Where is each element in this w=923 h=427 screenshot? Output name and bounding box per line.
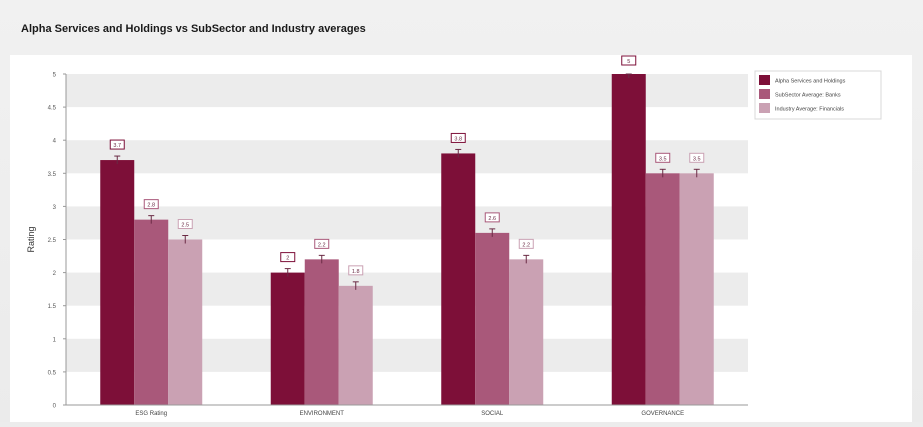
y-tick-label: 5 <box>53 73 57 79</box>
chart-title: Alpha Services and Holdings vs SubSector… <box>21 23 366 35</box>
data-label-box <box>143 199 159 210</box>
legend-entry: Industry Average: Financials <box>775 107 844 113</box>
bar-chart: 00.511.522.533.544.55 3.72.82.522.21.83.… <box>26 55 882 417</box>
bar <box>611 74 646 405</box>
y-axis: 0 0.5 1 1.5 2 2.5 3 3.5 4 4.5 5 <box>48 73 67 410</box>
y-tick-label: 3.5 <box>48 172 57 178</box>
bar <box>509 259 544 405</box>
x-tick-label: ENVIRONMENT <box>300 411 345 417</box>
y-tick-label: 0.5 <box>48 370 57 376</box>
data-label: 2.8 <box>147 203 155 209</box>
y-tick-label: 4 <box>53 139 57 145</box>
legend: Alpha Services and Holdings SubSector Ave… <box>754 70 882 120</box>
x-axis: ESG Rating ENVIRONMENT SOCIAL GOVERNANCE <box>66 404 748 417</box>
bar <box>645 173 680 405</box>
bar <box>338 285 373 405</box>
data-label: 3.8 <box>454 136 462 142</box>
bar <box>475 232 510 405</box>
y-tick-label: 0 <box>53 404 57 410</box>
y-tick-label: 4.5 <box>48 106 57 112</box>
data-label-box <box>689 152 705 163</box>
data-label: 3.5 <box>659 156 667 162</box>
data-label: 3.7 <box>113 143 121 149</box>
data-label: 2.2 <box>522 242 530 248</box>
y-tick-label: 2 <box>53 271 57 277</box>
bars: 3.7 2.8 2.5 2 2.2 1.8 3.8 2.6 2.2 5 3.5 3.5 <box>100 55 714 405</box>
y-tick-label: 1.5 <box>48 304 57 310</box>
data-label-box <box>621 55 637 66</box>
data-label: 2.5 <box>181 223 189 229</box>
data-label-box <box>450 132 466 143</box>
bar <box>100 160 135 405</box>
x-tick-label: SOCIAL <box>481 411 504 417</box>
x-tick-label: ESG Rating <box>135 411 167 417</box>
data-label: 3.5 <box>693 156 701 162</box>
x-tick-label: GOVERNANCE <box>641 411 684 417</box>
chart-panel: 0 0.5 1 1.5 2 2.5 3 3.5 4 4.5 5 3.7 2.8 2.5 2 2.2 1.8 3.… <box>10 55 912 422</box>
bar <box>270 272 305 405</box>
y-axis-label: Rating <box>26 226 36 252</box>
data-label: 2 <box>286 256 289 262</box>
data-label-box <box>109 139 125 150</box>
data-label-box <box>484 212 500 223</box>
data-label-box <box>280 252 296 263</box>
y-tick-label: 1 <box>53 337 57 343</box>
bar <box>679 173 714 405</box>
data-label: 1.8 <box>352 269 360 275</box>
data-label: 2.2 <box>318 242 326 248</box>
legend-swatch <box>759 103 770 113</box>
data-label-box <box>655 152 671 163</box>
legend-entry: SubSector Average: Banks <box>775 93 841 99</box>
data-label-box <box>518 238 534 249</box>
data-label-box <box>314 238 330 249</box>
y-tick-label: 3 <box>53 205 57 211</box>
legend-swatch <box>759 75 770 85</box>
bar <box>134 219 169 405</box>
bar <box>304 259 339 405</box>
data-label-box <box>177 219 193 229</box>
bar <box>168 239 203 405</box>
data-label-box <box>348 265 364 276</box>
legend-frame <box>754 70 882 120</box>
data-label: 5 <box>627 59 630 65</box>
bar <box>441 153 476 405</box>
legend-swatch <box>759 89 770 99</box>
data-label: 2.6 <box>488 216 496 222</box>
y-tick-label: 2.5 <box>48 238 57 244</box>
legend-entry: Alpha Services and Holdings <box>775 79 846 85</box>
